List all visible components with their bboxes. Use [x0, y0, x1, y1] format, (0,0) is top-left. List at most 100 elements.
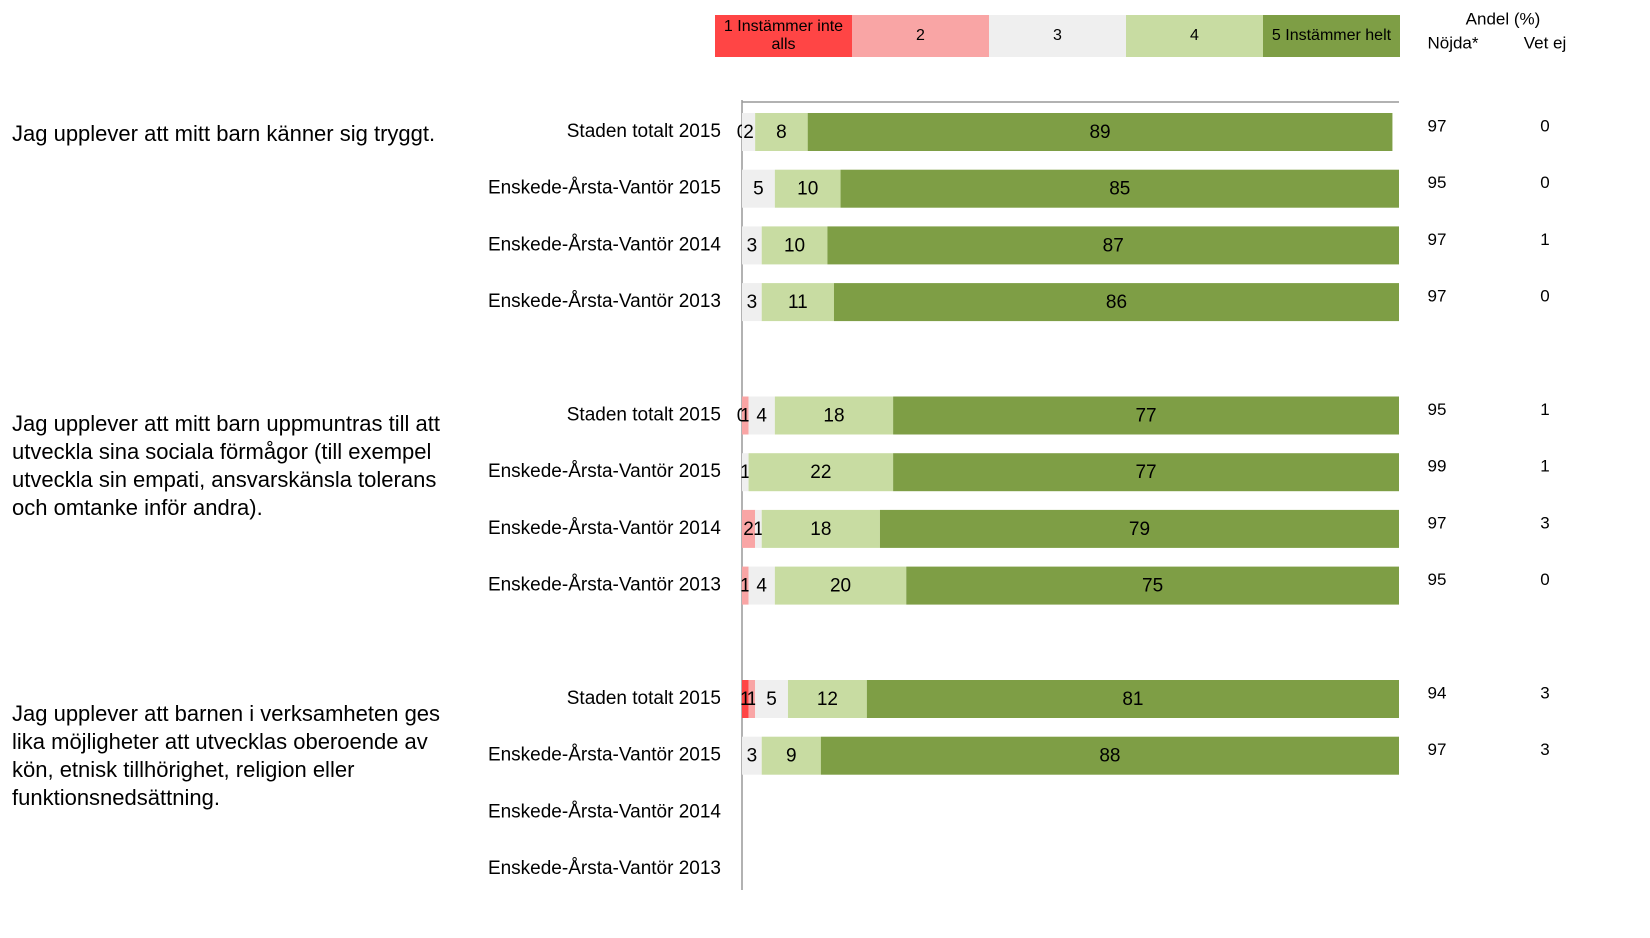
- segment-label: 2: [743, 122, 754, 143]
- category-label: Staden totalt 2015: [567, 688, 721, 709]
- bar-segment: [807, 113, 1393, 151]
- side-value: 0: [1540, 570, 1549, 589]
- bar-segment: [866, 680, 1399, 718]
- bar-segment: [755, 680, 788, 718]
- segment-label: 2: [743, 519, 754, 540]
- segment-label: 8: [776, 122, 787, 143]
- legend-item: 4: [1126, 15, 1263, 57]
- legend-item: 5 Instämmer helt: [1263, 15, 1400, 57]
- bar-segment: [742, 169, 775, 208]
- side-value: 97: [1428, 287, 1447, 306]
- side-value: 3: [1540, 683, 1549, 702]
- question-label: Jag upplever att mitt barn uppmuntras ti…: [12, 411, 440, 520]
- question-label: Jag upplever att barnen i verksamheten g…: [12, 701, 441, 810]
- category-label: Staden totalt 2015: [567, 405, 721, 426]
- side-value: 3: [1540, 740, 1549, 759]
- segment-label: 20: [830, 576, 851, 597]
- side-column-header: Vet ej: [1524, 33, 1567, 52]
- segment-label: 75: [1142, 576, 1163, 597]
- bar-segment: [742, 736, 762, 775]
- bar-segment: [893, 396, 1399, 435]
- segment-label: 87: [1103, 235, 1124, 256]
- segment-label: 10: [784, 235, 805, 256]
- bar-segment: [827, 226, 1399, 265]
- bar-segment: [787, 680, 867, 718]
- segment-label: 5: [753, 179, 764, 200]
- category-label: Enskede-Årsta-Vantör 2013: [488, 291, 721, 312]
- question-label: Jag upplever att mitt barn känner sig tr…: [12, 121, 436, 146]
- category-label: Enskede-Årsta-Vantör 2014: [488, 801, 721, 822]
- category-label: Staden totalt 2015: [567, 121, 721, 142]
- side-value: 95: [1428, 173, 1447, 192]
- segment-label: 88: [1099, 746, 1120, 767]
- segment-label: 1: [753, 519, 764, 540]
- bar-segment: [755, 113, 808, 151]
- bar-segment: [906, 566, 1399, 605]
- bar-segment: [774, 396, 894, 435]
- side-value: 99: [1428, 457, 1447, 476]
- side-value: 97: [1428, 740, 1447, 759]
- bar-segment: [761, 736, 821, 775]
- bar-segment: [748, 680, 756, 718]
- bar-segment: [742, 509, 756, 548]
- segment-label: 18: [810, 519, 831, 540]
- bar-segment: [742, 396, 749, 435]
- bar-segment: [742, 113, 756, 151]
- segment-label: 3: [747, 746, 758, 767]
- category-label: Enskede-Årsta-Vantör 2013: [488, 858, 721, 879]
- segment-label: 86: [1106, 292, 1127, 313]
- side-value: 1: [1540, 400, 1549, 419]
- segment-label: 1: [740, 406, 751, 427]
- bar-segment: [761, 509, 880, 548]
- category-label: Enskede-Årsta-Vantör 2015: [488, 461, 721, 482]
- segment-label: 11: [788, 292, 808, 313]
- side-value: 1: [1540, 230, 1549, 249]
- category-label: Enskede-Årsta-Vantör 2014: [488, 234, 721, 255]
- segment-label: 77: [1135, 462, 1156, 483]
- side-value: 95: [1428, 400, 1447, 419]
- segment-label: 9: [786, 746, 797, 767]
- segment-label: 77: [1135, 406, 1156, 427]
- bar-segment: [761, 283, 834, 322]
- segment-label: 1: [740, 462, 751, 483]
- side-value: 94: [1428, 683, 1447, 702]
- bar-segment: [774, 169, 841, 208]
- bar-segment: [748, 453, 894, 492]
- side-header: Andel (%): [1466, 9, 1541, 28]
- segment-label: 1: [740, 689, 751, 710]
- segment-label: 85: [1109, 179, 1130, 200]
- segment-label: 89: [1089, 122, 1110, 143]
- side-value: 97: [1428, 116, 1447, 135]
- segment-label: 1: [747, 689, 758, 710]
- category-label: Enskede-Årsta-Vantör 2015: [488, 745, 721, 766]
- bar-segment: [742, 566, 749, 605]
- segment-label: 18: [823, 406, 844, 427]
- side-value: 0: [1540, 116, 1549, 135]
- category-label: Enskede-Årsta-Vantör 2015: [488, 178, 721, 199]
- segment-label: 10: [797, 179, 818, 200]
- category-label: Enskede-Årsta-Vantör 2014: [488, 518, 721, 539]
- legend-item: 3: [989, 15, 1126, 57]
- bar-segment: [742, 283, 762, 322]
- segment-label: 12: [817, 689, 838, 710]
- side-value: 0: [1540, 173, 1549, 192]
- bar-segment: [748, 566, 775, 605]
- bar-segment: [742, 453, 749, 492]
- bar-segment: [820, 736, 1399, 775]
- segment-label: 3: [747, 292, 758, 313]
- segment-label: 1: [740, 576, 751, 597]
- bar-segment: [879, 509, 1399, 548]
- bar-segment: [840, 169, 1399, 208]
- bar-segment: [755, 509, 762, 548]
- side-value: 1: [1540, 457, 1549, 476]
- bar-segment: [742, 226, 762, 265]
- side-value: 95: [1428, 570, 1447, 589]
- segment-label: 4: [756, 406, 767, 427]
- bar-segment: [742, 680, 749, 718]
- side-column-header: Nöjda*: [1427, 33, 1478, 52]
- legend-item: 1 Instämmer inte alls: [715, 15, 852, 57]
- segment-label: 4: [756, 576, 767, 597]
- bar-segment: [833, 283, 1399, 322]
- bar-segment: [748, 396, 775, 435]
